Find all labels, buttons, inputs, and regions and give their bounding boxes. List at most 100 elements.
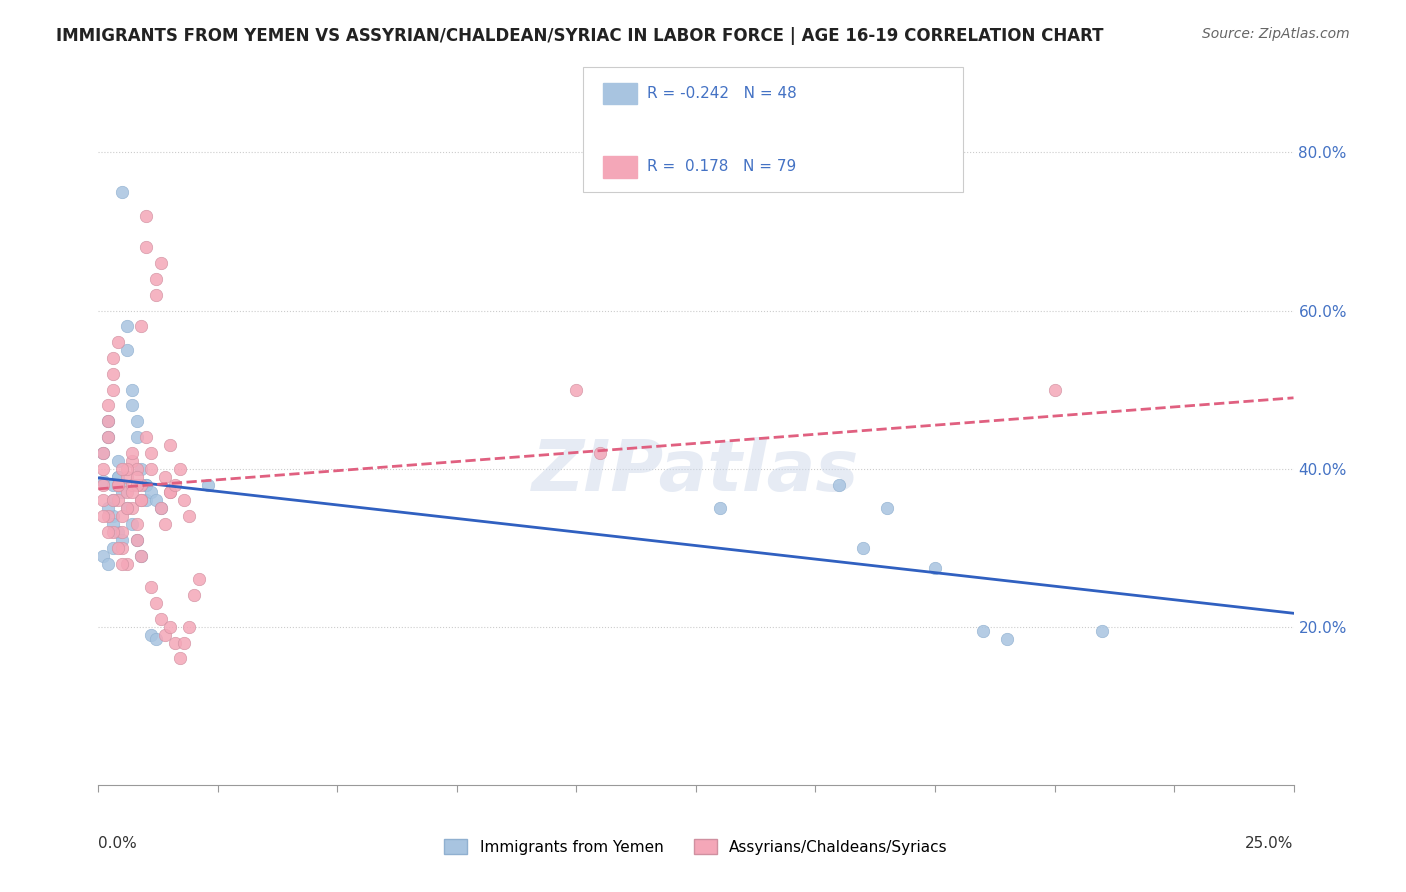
Point: [852, 541, 875, 555]
Text: Source: ZipAtlas.com: Source: ZipAtlas.com: [1202, 27, 1350, 41]
Point: [125, 533, 148, 547]
Text: 25.0%: 25.0%: [1246, 836, 1294, 851]
Point: [159, 485, 181, 500]
Point: [131, 477, 153, 491]
Point: [97, 430, 120, 444]
Point: [107, 469, 129, 483]
Point: [145, 287, 167, 301]
Point: [169, 651, 191, 665]
Point: [197, 477, 219, 491]
Point: [131, 461, 153, 475]
Text: 0.0%: 0.0%: [98, 836, 138, 851]
Point: [135, 477, 157, 491]
Point: [155, 516, 177, 531]
Point: [125, 469, 148, 483]
Point: [91, 493, 114, 508]
Point: [91, 461, 114, 475]
Point: [131, 319, 153, 334]
Point: [111, 509, 134, 524]
Point: [121, 399, 143, 413]
Point: [149, 612, 172, 626]
Point: [145, 596, 167, 610]
Point: [1091, 624, 1114, 638]
Point: [125, 414, 148, 428]
Point: [155, 628, 177, 642]
Text: R =  0.178   N = 79: R = 0.178 N = 79: [647, 160, 796, 174]
Point: [97, 430, 120, 444]
Point: [139, 446, 162, 460]
Point: [709, 501, 731, 516]
Point: [972, 624, 994, 638]
Point: [121, 477, 143, 491]
Point: [179, 620, 201, 634]
Point: [163, 477, 186, 491]
Point: [145, 493, 167, 508]
Point: [111, 185, 134, 199]
Point: [139, 461, 162, 475]
Point: [101, 524, 124, 539]
Point: [135, 477, 157, 491]
Point: [115, 501, 138, 516]
Point: [131, 493, 153, 508]
Point: [159, 620, 181, 634]
Point: [91, 474, 114, 488]
Point: [924, 560, 946, 574]
Point: [131, 493, 153, 508]
Point: [565, 383, 588, 397]
Point: [97, 501, 120, 516]
Point: [91, 509, 114, 524]
Point: [135, 493, 157, 508]
Point: [107, 477, 129, 491]
Point: [111, 524, 134, 539]
Point: [111, 461, 134, 475]
Point: [139, 580, 162, 594]
Point: [107, 335, 129, 350]
Point: [107, 524, 129, 539]
Point: [107, 477, 129, 491]
Point: [97, 557, 120, 571]
Point: [101, 493, 124, 508]
Point: [107, 541, 129, 555]
Point: [115, 501, 138, 516]
Point: [125, 430, 148, 444]
Point: [121, 501, 143, 516]
Point: [131, 549, 153, 563]
Point: [163, 635, 186, 649]
Point: [101, 383, 124, 397]
Point: [111, 541, 134, 555]
Point: [111, 485, 134, 500]
Point: [139, 628, 162, 642]
Point: [91, 477, 114, 491]
Point: [115, 461, 138, 475]
Point: [173, 493, 195, 508]
Point: [101, 351, 124, 365]
Point: [131, 549, 153, 563]
Point: [97, 399, 120, 413]
Point: [115, 469, 138, 483]
Point: [101, 493, 124, 508]
Point: [125, 516, 148, 531]
Point: [107, 454, 129, 468]
Point: [101, 477, 124, 491]
Point: [995, 632, 1018, 646]
Point: [173, 635, 195, 649]
Point: [115, 343, 138, 357]
Point: [589, 446, 612, 460]
Point: [145, 272, 167, 286]
Point: [101, 509, 124, 524]
Point: [101, 541, 124, 555]
Point: [159, 438, 181, 452]
Text: IMMIGRANTS FROM YEMEN VS ASSYRIAN/CHALDEAN/SYRIAC IN LABOR FORCE | AGE 16-19 COR: IMMIGRANTS FROM YEMEN VS ASSYRIAN/CHALDE…: [56, 27, 1104, 45]
Point: [1043, 383, 1066, 397]
Point: [149, 501, 172, 516]
Point: [187, 573, 209, 587]
Point: [121, 516, 143, 531]
Point: [125, 533, 148, 547]
Point: [149, 501, 172, 516]
Point: [115, 319, 138, 334]
Point: [111, 533, 134, 547]
Point: [101, 516, 124, 531]
Point: [145, 632, 167, 646]
Point: [97, 414, 120, 428]
Point: [135, 240, 157, 254]
